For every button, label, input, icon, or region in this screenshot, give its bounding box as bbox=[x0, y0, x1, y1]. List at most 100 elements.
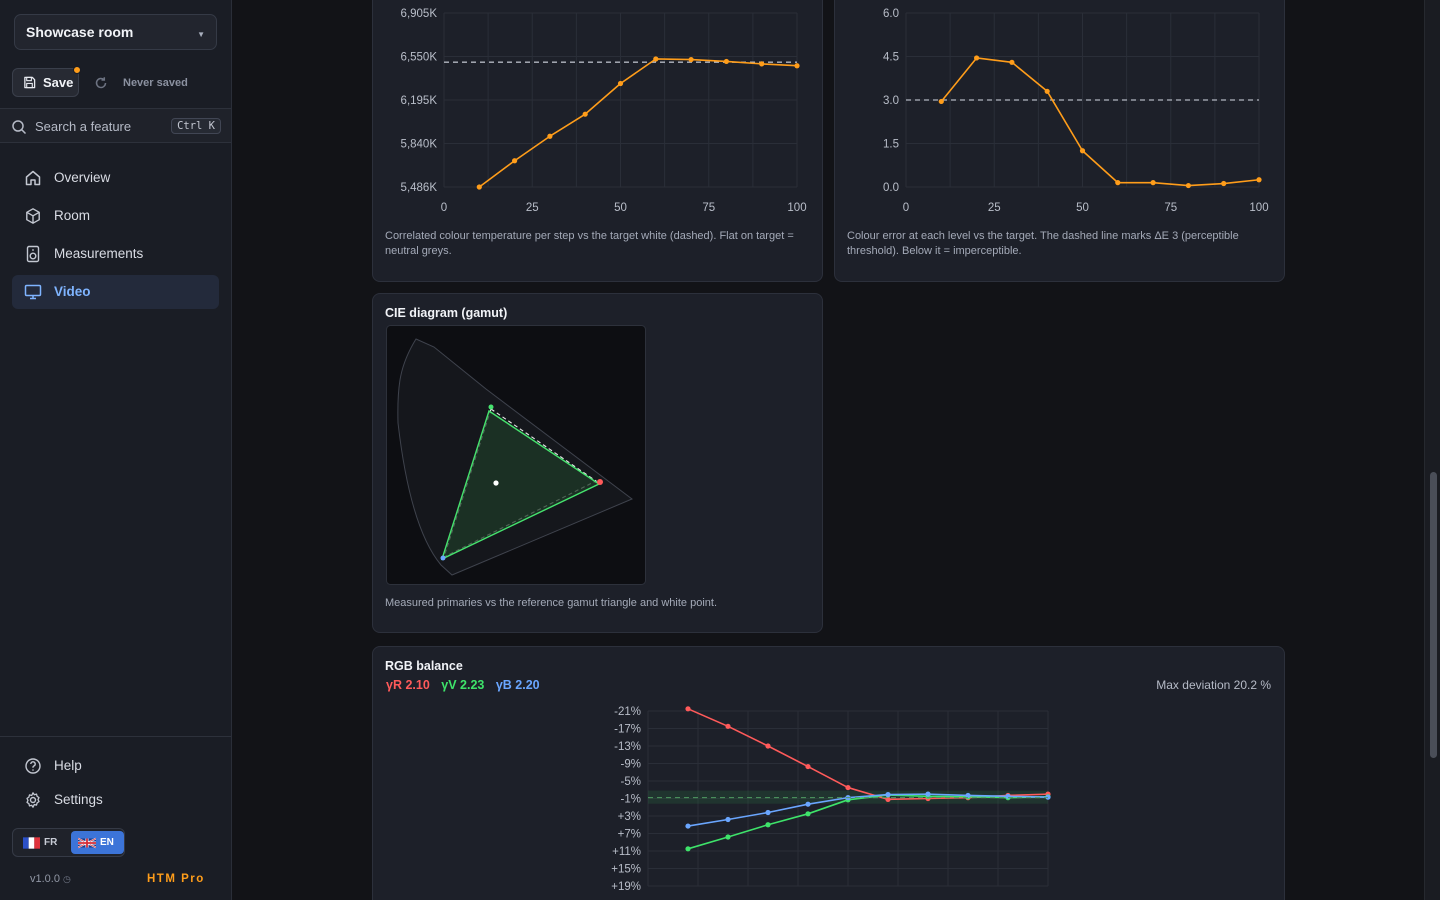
divider bbox=[0, 736, 231, 737]
data-point bbox=[1045, 794, 1051, 800]
y-tick-label: -13% bbox=[614, 741, 641, 753]
y-tick-label: 3.0 bbox=[883, 95, 899, 107]
data-point bbox=[547, 133, 553, 139]
series-line-R bbox=[687, 708, 1049, 801]
y-tick-label: +11% bbox=[612, 846, 641, 858]
lang-fr-label: FR bbox=[44, 837, 58, 848]
lang-en-label: EN bbox=[100, 837, 114, 848]
room-select[interactable]: Showcase room ▼ bbox=[14, 14, 217, 50]
monitor-icon bbox=[24, 284, 42, 300]
search-placeholder: Search a feature bbox=[35, 119, 132, 134]
lang-fr-button[interactable]: FR bbox=[16, 832, 68, 853]
sidebar-item-label: Settings bbox=[54, 792, 103, 807]
y-tick-label: 6,905K bbox=[401, 8, 438, 20]
data-point bbox=[725, 816, 731, 823]
sidebar-item-label: Room bbox=[54, 208, 91, 223]
x-tick-label: 100 bbox=[787, 202, 806, 214]
lang-en-button[interactable]: EN bbox=[71, 831, 124, 854]
y-tick-label: -21% bbox=[614, 706, 641, 718]
white-point bbox=[493, 480, 499, 486]
help-icon bbox=[25, 758, 41, 774]
series-line-main bbox=[940, 57, 1260, 187]
red-primary-point bbox=[597, 479, 603, 485]
uk-flag-icon bbox=[78, 837, 96, 848]
data-point bbox=[765, 809, 771, 816]
sidebar-item-label: Video bbox=[54, 284, 91, 299]
blue-primary-point bbox=[440, 555, 446, 561]
data-point bbox=[1256, 177, 1262, 183]
y-tick-label: +7% bbox=[618, 829, 641, 841]
data-point bbox=[512, 158, 518, 164]
search-icon bbox=[12, 120, 27, 135]
rgb-balance-chart: +19%+15%+11%+7%+3%-1%-5%-9%-13%-17%-21%0… bbox=[611, 706, 1051, 893]
scrollbar-track[interactable] bbox=[1424, 0, 1440, 900]
cct-description: Correlated colour temperature per step v… bbox=[385, 230, 794, 257]
data-point bbox=[1221, 180, 1227, 187]
unsaved-indicator bbox=[73, 66, 81, 74]
home-icon bbox=[25, 170, 41, 186]
search-input[interactable]: Search a feature Ctrl K bbox=[0, 108, 231, 143]
sidebar-item-video[interactable]: Video bbox=[12, 275, 219, 309]
data-point bbox=[685, 846, 691, 852]
scrollbar-thumb[interactable] bbox=[1430, 472, 1437, 758]
app-version-label: v1.0.0 bbox=[30, 873, 60, 885]
data-point bbox=[805, 811, 811, 817]
y-tick-label: 6,550K bbox=[401, 52, 438, 64]
cct-card: 5,486K 5,840K 6,195K 6,550K 6,905K 0 25 50 75 100… bbox=[372, 0, 823, 282]
search-shortcut: Ctrl K bbox=[171, 118, 221, 134]
y-tick-label: 0.0 bbox=[883, 182, 899, 194]
room-select-label: Showcase room bbox=[26, 24, 134, 40]
y-tick-label: -1% bbox=[621, 794, 641, 806]
sidebar-item-settings[interactable]: Settings bbox=[12, 783, 219, 817]
save-button-label: Save bbox=[43, 75, 74, 90]
speaker-icon bbox=[26, 245, 40, 263]
data-point bbox=[974, 55, 980, 61]
data-point bbox=[653, 56, 659, 62]
france-flag-icon bbox=[23, 836, 40, 849]
sidebar-item-label: Help bbox=[54, 758, 82, 773]
delta-e-card: 0.0 1.5 3.0 4.5 6.0 0 25 50 75 100 Colour error a… bbox=[834, 0, 1285, 282]
sidebar-item-label: Overview bbox=[54, 170, 111, 185]
gamma-legend: γR 2.10 γV 2.23 γB 2.20 bbox=[386, 678, 540, 692]
y-tick-label: 6.0 bbox=[883, 8, 899, 20]
cie-title: CIE diagram (gamut) bbox=[385, 306, 508, 320]
measured-gamut-triangle bbox=[440, 409, 601, 561]
delta-e-chart: 0.0 1.5 3.0 4.5 6.0 0 25 50 75 100 bbox=[883, 8, 1269, 214]
save-button[interactable]: Save bbox=[12, 66, 81, 97]
cct-chart: 5,486K 5,840K 6,195K 6,550K 6,905K 0 25 50 75 100 bbox=[401, 8, 807, 214]
data-point bbox=[938, 98, 944, 105]
sidebar-item-help[interactable]: Help bbox=[12, 749, 219, 783]
x-tick-label: 50 bbox=[614, 202, 627, 214]
cube-icon bbox=[26, 208, 40, 224]
floppy-disk-icon bbox=[24, 76, 36, 89]
sidebar: Showcase room ▼ Save Never saved Search … bbox=[0, 0, 232, 900]
gear-icon bbox=[26, 792, 40, 808]
data-point bbox=[805, 801, 811, 807]
data-point bbox=[685, 823, 691, 829]
data-point bbox=[1185, 182, 1191, 189]
sidebar-item-label: Measurements bbox=[54, 246, 144, 261]
data-point bbox=[765, 743, 771, 749]
data-point bbox=[476, 184, 482, 190]
reload-icon[interactable] bbox=[92, 74, 110, 92]
data-point bbox=[725, 834, 731, 840]
data-point bbox=[965, 792, 971, 799]
data-point bbox=[688, 56, 694, 63]
x-tick-label: 50 bbox=[1076, 202, 1089, 214]
data-point bbox=[759, 61, 765, 67]
data-point bbox=[885, 791, 891, 798]
rgb-balance-title: RGB balance bbox=[385, 659, 463, 673]
app-version: v1.0.0 ◷ bbox=[30, 873, 71, 885]
y-tick-label: +15% bbox=[611, 864, 641, 876]
sidebar-item-room[interactable]: Room bbox=[12, 199, 219, 233]
delta-e-description: Colour error at each level vs the target… bbox=[847, 230, 1239, 257]
rgb-balance-card: RGB balance γR 2.10 γV 2.23 γB 2.20 Max … bbox=[372, 646, 1285, 900]
sidebar-item-measurements[interactable]: Measurements bbox=[12, 237, 219, 271]
sidebar-item-overview[interactable]: Overview bbox=[12, 161, 219, 195]
brand-label: HTM Pro bbox=[147, 873, 205, 885]
data-point bbox=[1009, 59, 1015, 65]
x-tick-label: 75 bbox=[1164, 202, 1177, 214]
data-point bbox=[617, 80, 624, 87]
data-point bbox=[794, 63, 800, 69]
